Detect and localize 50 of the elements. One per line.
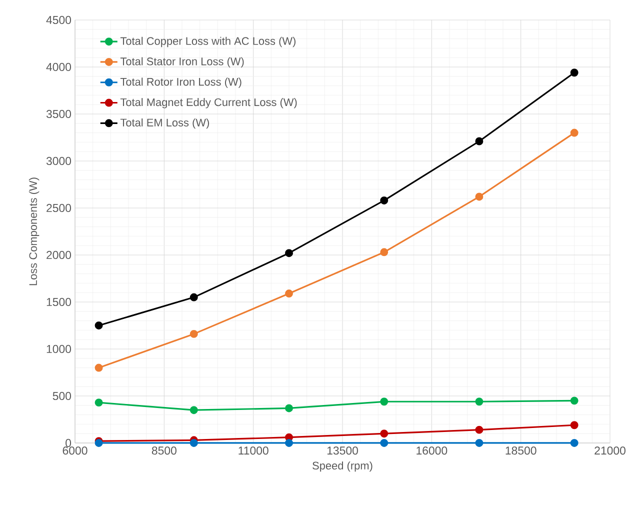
y-tick-label: 2000	[46, 250, 72, 260]
point	[380, 430, 388, 438]
point	[475, 398, 484, 406]
legend-label: Total Copper Loss with AC Loss (W)	[120, 36, 296, 48]
legend-label: Total EM Loss (W)	[120, 118, 210, 129]
point	[570, 68, 578, 77]
y-axis-title: Loss Components (W)	[28, 178, 40, 286]
point	[380, 196, 388, 204]
x-axis-title: Speed (rpm)	[312, 461, 372, 472]
y-tick-label: 3000	[46, 156, 72, 166]
point	[380, 398, 388, 406]
y-tick-label: 1000	[46, 344, 72, 354]
point	[475, 137, 484, 146]
point	[94, 398, 103, 407]
point	[285, 249, 293, 258]
point	[570, 421, 578, 430]
y-tick-label: 2500	[46, 204, 72, 212]
y-tick-label: 3500	[46, 110, 72, 118]
x-tick-label: 21000	[594, 446, 626, 455]
x-tick-label: 16000	[416, 446, 448, 455]
point	[190, 438, 198, 447]
legend-label: Total Rotor Iron Loss (W)	[120, 78, 242, 88]
point	[380, 248, 388, 256]
point	[475, 192, 484, 201]
point	[570, 128, 578, 137]
x-tick-label: 11000	[238, 446, 268, 455]
point	[570, 396, 578, 405]
y-tick-label: 500	[52, 392, 72, 400]
x-tick-label: 6000	[62, 446, 88, 455]
point	[285, 438, 293, 447]
point	[380, 438, 388, 447]
legend-label: Total Magnet Eddy Current Loss (W)	[120, 98, 297, 108]
x-tick-label: 18500	[506, 446, 536, 455]
point	[475, 438, 484, 447]
point	[94, 321, 103, 330]
point	[190, 330, 198, 338]
y-tick-label: 4000	[46, 62, 72, 72]
point	[570, 438, 578, 447]
point	[190, 406, 198, 414]
point	[94, 364, 103, 372]
point	[285, 290, 293, 298]
point	[285, 404, 293, 412]
point	[475, 426, 484, 434]
x-tick-label: 13500	[327, 446, 358, 455]
legend-label: Total Stator Iron Loss (W)	[120, 57, 244, 68]
x-tick-label: 8500	[152, 446, 176, 455]
y-tick-label: 4500	[46, 16, 72, 24]
y-tick-label: 0	[66, 438, 72, 448]
y-tick-label: 1500	[46, 298, 72, 306]
point	[190, 293, 198, 302]
